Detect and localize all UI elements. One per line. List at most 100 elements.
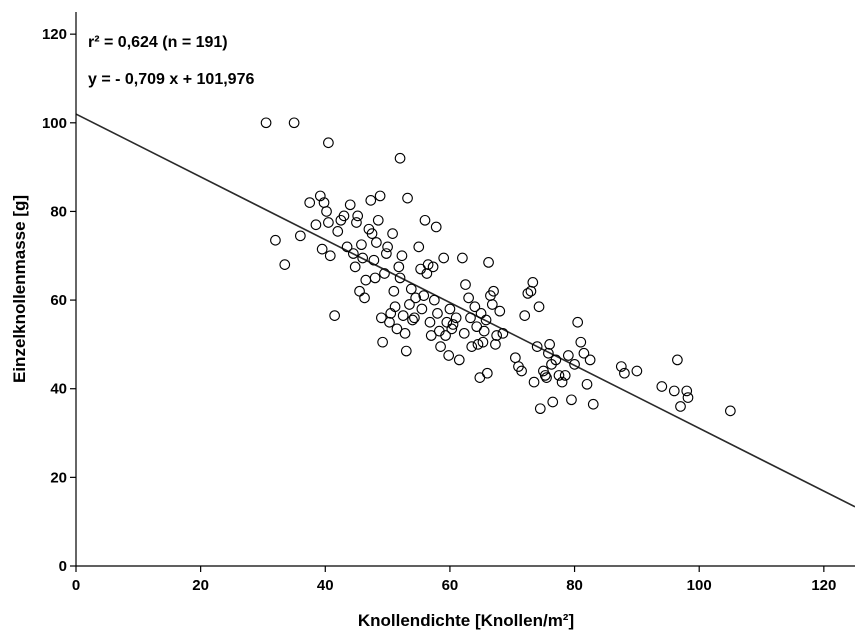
data-point <box>352 210 364 222</box>
data-point <box>478 325 490 337</box>
y-tick-label: 80 <box>50 203 67 220</box>
data-point <box>553 370 565 381</box>
y-tick-label: 60 <box>50 292 67 309</box>
data-point <box>371 237 382 248</box>
y-tick-label: 40 <box>50 381 67 398</box>
data-point <box>562 350 574 361</box>
data-point <box>488 285 499 297</box>
data-point <box>465 312 476 324</box>
data-point <box>466 341 478 352</box>
data-point <box>400 345 412 357</box>
data-point <box>413 241 425 253</box>
data-point <box>391 323 403 335</box>
data-point <box>410 292 421 304</box>
data-point <box>372 214 384 226</box>
data-point <box>399 327 411 339</box>
data-point <box>587 398 599 410</box>
data-point <box>483 257 494 268</box>
data-point <box>572 316 584 328</box>
data-point <box>559 370 571 381</box>
data-point <box>407 314 418 326</box>
data-point <box>541 372 552 383</box>
data-point <box>366 228 378 239</box>
data-point <box>682 392 694 403</box>
data-point <box>497 327 509 339</box>
data-point <box>438 252 450 264</box>
data-point <box>368 254 380 266</box>
data-point <box>672 354 683 366</box>
data-point <box>338 210 350 222</box>
data-point <box>631 365 643 377</box>
data-point <box>443 350 455 361</box>
data-point <box>425 330 437 341</box>
data-point <box>584 354 596 366</box>
data-point <box>394 152 406 164</box>
data-point <box>533 301 545 313</box>
data-point <box>321 206 332 217</box>
x-tick-label: 80 <box>566 577 583 594</box>
data-point <box>324 250 336 262</box>
data-point <box>396 250 408 262</box>
data-point <box>725 405 736 417</box>
x-tick-label: 60 <box>442 577 459 594</box>
data-point <box>341 241 353 253</box>
data-point <box>522 288 534 299</box>
data-point <box>385 308 397 319</box>
data-point <box>388 285 400 297</box>
y-tick-label: 0 <box>59 558 67 575</box>
data-point <box>430 221 442 233</box>
data-point <box>481 367 493 379</box>
x-tick-label: 100 <box>687 577 712 594</box>
data-point <box>510 352 521 364</box>
data-point <box>428 294 440 306</box>
data-point <box>656 381 668 392</box>
data-point <box>323 217 334 228</box>
data-point <box>469 301 481 313</box>
data-point <box>475 308 487 319</box>
data-point <box>377 336 388 348</box>
x-tick-label: 40 <box>317 577 334 594</box>
data-point <box>480 314 492 326</box>
data-point <box>444 303 456 315</box>
data-point <box>381 248 392 259</box>
data-points <box>260 117 736 417</box>
data-point <box>544 339 555 350</box>
data-point <box>419 214 431 226</box>
data-point <box>393 261 405 273</box>
data-point <box>365 195 377 206</box>
data-point <box>527 277 539 288</box>
data-point <box>389 301 401 313</box>
data-point <box>569 358 580 370</box>
x-tick-label: 0 <box>72 577 80 594</box>
data-point <box>421 268 433 279</box>
data-point <box>547 396 559 408</box>
data-point <box>441 316 453 328</box>
data-point <box>387 228 398 239</box>
data-point <box>376 312 387 324</box>
data-point <box>404 299 415 310</box>
regression-equation-annotation: y = - 0,709 x + 101,976 <box>88 71 254 88</box>
data-point <box>539 370 551 381</box>
data-point <box>457 252 468 264</box>
data-point <box>394 272 406 284</box>
data-point <box>356 239 367 251</box>
data-point <box>528 376 540 388</box>
data-point <box>615 361 627 372</box>
data-point <box>516 365 527 377</box>
data-point <box>329 310 340 321</box>
data-point <box>354 285 365 297</box>
data-point <box>369 272 381 284</box>
y-tick-label: 100 <box>42 115 67 132</box>
data-point <box>409 312 420 324</box>
data-point <box>477 336 489 348</box>
data-point <box>619 367 630 379</box>
data-point <box>349 261 361 273</box>
data-point <box>578 347 590 359</box>
data-point <box>534 403 546 415</box>
data-point <box>556 376 568 388</box>
data-point <box>472 339 484 350</box>
data-point <box>566 394 577 406</box>
data-point <box>447 319 459 330</box>
data-point <box>359 292 370 304</box>
